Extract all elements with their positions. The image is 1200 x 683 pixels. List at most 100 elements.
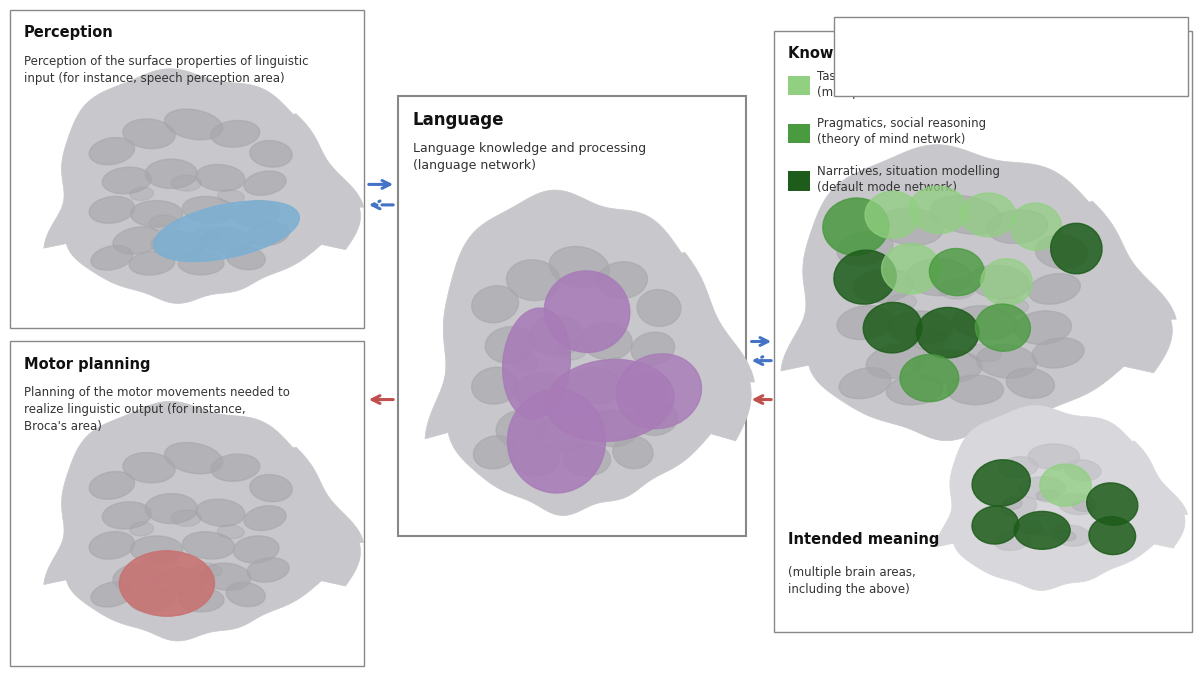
- Ellipse shape: [506, 260, 560, 301]
- Ellipse shape: [472, 285, 518, 323]
- Ellipse shape: [233, 201, 278, 227]
- Ellipse shape: [164, 443, 223, 474]
- Ellipse shape: [122, 119, 175, 149]
- Ellipse shape: [196, 499, 245, 527]
- Ellipse shape: [588, 410, 638, 447]
- Ellipse shape: [149, 215, 179, 231]
- Ellipse shape: [529, 316, 583, 356]
- Ellipse shape: [145, 159, 198, 189]
- Ellipse shape: [839, 367, 890, 399]
- Ellipse shape: [102, 167, 151, 194]
- Ellipse shape: [130, 588, 175, 612]
- Ellipse shape: [980, 259, 1032, 306]
- Ellipse shape: [929, 249, 984, 296]
- Ellipse shape: [853, 269, 913, 303]
- Bar: [788, 124, 810, 143]
- Ellipse shape: [995, 531, 1031, 550]
- Ellipse shape: [503, 308, 570, 419]
- Ellipse shape: [1055, 530, 1076, 541]
- Ellipse shape: [151, 568, 206, 594]
- Ellipse shape: [1028, 444, 1080, 469]
- Bar: [10, 342, 364, 666]
- Ellipse shape: [1014, 512, 1070, 549]
- Ellipse shape: [631, 332, 674, 365]
- Ellipse shape: [1015, 311, 1072, 344]
- Text: Language production: Language production: [913, 65, 1046, 79]
- Ellipse shape: [244, 171, 286, 195]
- Ellipse shape: [977, 344, 1037, 378]
- Text: Knowledge and reasoning: Knowledge and reasoning: [788, 46, 1003, 61]
- Ellipse shape: [164, 109, 223, 140]
- Ellipse shape: [130, 522, 154, 536]
- Ellipse shape: [247, 222, 289, 246]
- Ellipse shape: [534, 393, 564, 415]
- Ellipse shape: [972, 460, 1031, 506]
- Ellipse shape: [1058, 494, 1097, 514]
- Ellipse shape: [182, 197, 235, 223]
- Text: Narratives, situation modelling
(default mode network): Narratives, situation modelling (default…: [817, 165, 1001, 194]
- Polygon shape: [936, 406, 1188, 591]
- Ellipse shape: [968, 344, 1001, 361]
- Ellipse shape: [196, 227, 222, 240]
- Ellipse shape: [202, 227, 251, 254]
- Text: Language: Language: [413, 111, 504, 128]
- Ellipse shape: [217, 525, 244, 539]
- Ellipse shape: [838, 232, 893, 266]
- Ellipse shape: [620, 373, 667, 410]
- Ellipse shape: [130, 251, 175, 275]
- Ellipse shape: [149, 550, 179, 567]
- Ellipse shape: [113, 227, 162, 254]
- Ellipse shape: [866, 344, 926, 378]
- Ellipse shape: [617, 354, 702, 429]
- Ellipse shape: [1037, 489, 1060, 502]
- Text: Motor planning: Motor planning: [24, 357, 150, 372]
- Ellipse shape: [89, 531, 134, 559]
- Ellipse shape: [878, 208, 943, 245]
- Ellipse shape: [1007, 368, 1055, 398]
- Ellipse shape: [887, 294, 917, 311]
- Ellipse shape: [953, 306, 1016, 339]
- Text: Intended meaning: Intended meaning: [788, 531, 940, 546]
- Ellipse shape: [154, 201, 299, 262]
- Ellipse shape: [863, 303, 922, 353]
- Text: Task demands beyond language
(multiple demand network): Task demands beyond language (multiple d…: [817, 70, 1008, 98]
- Bar: [788, 76, 810, 95]
- Polygon shape: [44, 69, 364, 303]
- Ellipse shape: [1088, 516, 1135, 555]
- Ellipse shape: [227, 582, 265, 607]
- Ellipse shape: [1066, 460, 1100, 481]
- Polygon shape: [425, 190, 755, 516]
- Ellipse shape: [233, 536, 278, 563]
- Text: Pragmatics, social reasoning
(theory of mind network): Pragmatics, social reasoning (theory of …: [817, 117, 986, 146]
- Ellipse shape: [179, 251, 224, 275]
- Ellipse shape: [172, 510, 202, 527]
- Ellipse shape: [196, 165, 245, 191]
- Text: Perception: Perception: [24, 25, 114, 40]
- Ellipse shape: [913, 350, 982, 383]
- Ellipse shape: [145, 494, 198, 524]
- Ellipse shape: [604, 358, 631, 376]
- Ellipse shape: [102, 502, 151, 529]
- Text: Planning of the motor movements needed to
realize linguistic output (for instanc: Planning of the motor movements needed t…: [24, 386, 290, 433]
- Ellipse shape: [472, 367, 518, 404]
- Polygon shape: [44, 402, 364, 641]
- Ellipse shape: [1028, 274, 1080, 304]
- Ellipse shape: [1019, 515, 1066, 535]
- Ellipse shape: [514, 373, 568, 410]
- Ellipse shape: [906, 259, 971, 296]
- Ellipse shape: [179, 588, 224, 612]
- Ellipse shape: [910, 186, 968, 234]
- Ellipse shape: [1019, 477, 1066, 500]
- Ellipse shape: [202, 563, 251, 590]
- Polygon shape: [781, 145, 1176, 441]
- Bar: [398, 96, 746, 536]
- Ellipse shape: [900, 354, 959, 402]
- Ellipse shape: [1073, 501, 1093, 512]
- Ellipse shape: [172, 175, 202, 191]
- Ellipse shape: [211, 120, 259, 147]
- Ellipse shape: [988, 210, 1048, 243]
- Ellipse shape: [637, 290, 680, 326]
- Ellipse shape: [938, 279, 976, 299]
- Ellipse shape: [244, 505, 286, 531]
- Ellipse shape: [131, 536, 182, 563]
